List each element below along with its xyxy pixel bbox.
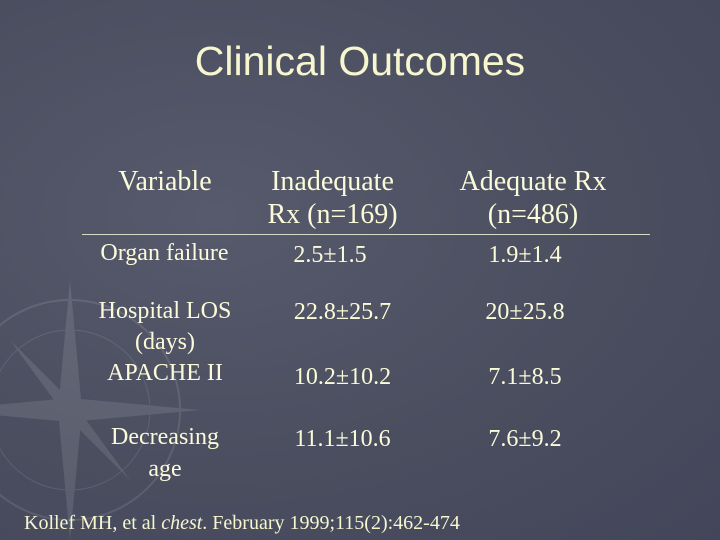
header-divider xyxy=(82,234,650,235)
header-adequate-line2: (n=486) xyxy=(487,199,579,230)
row-hospital-los-label: Hospital LOS xyxy=(98,298,232,324)
header-inadequate-line2: Rx (n=169) xyxy=(267,199,398,230)
row-apache-inadequate: 10.2±10.2 xyxy=(293,364,392,390)
row-decreasing-age-label-line2: age xyxy=(148,456,182,482)
row-organ-failure-adequate: 1.9±1.4 xyxy=(488,242,562,268)
row-hospital-los-inadequate: 22.8±25.7 xyxy=(293,299,392,325)
row-apache-label: APACHE II xyxy=(107,360,223,386)
row-decreasing-age-inadequate: 11.1±10.6 xyxy=(294,426,391,452)
slide-title: Clinical Outcomes xyxy=(194,38,526,84)
row-apache-adequate: 7.1±8.5 xyxy=(488,364,562,390)
row-decreasing-age-label: Decreasing xyxy=(111,424,219,450)
citation-details: . February 1999;115(2):462-474 xyxy=(202,512,460,534)
citation-journal: chest xyxy=(161,512,203,534)
citation: Kollef MH, et al chest. February 1999;11… xyxy=(24,512,460,535)
citation-authors: Kollef MH, et al xyxy=(24,512,162,534)
compass-watermark-icon xyxy=(0,280,200,540)
row-organ-failure-inadequate: 2.5±1.5 xyxy=(293,242,367,268)
header-inadequate-line1: Inadequate xyxy=(271,166,394,197)
row-organ-failure-label: Organ failure xyxy=(100,240,229,266)
row-hospital-los-label-line2: (days) xyxy=(135,329,195,355)
row-decreasing-age-adequate: 7.6±9.2 xyxy=(488,426,562,452)
row-hospital-los-adequate: 20±25.8 xyxy=(485,299,565,325)
header-adequate-line1: Adequate Rx xyxy=(459,166,607,197)
header-variable: Variable xyxy=(118,166,212,197)
